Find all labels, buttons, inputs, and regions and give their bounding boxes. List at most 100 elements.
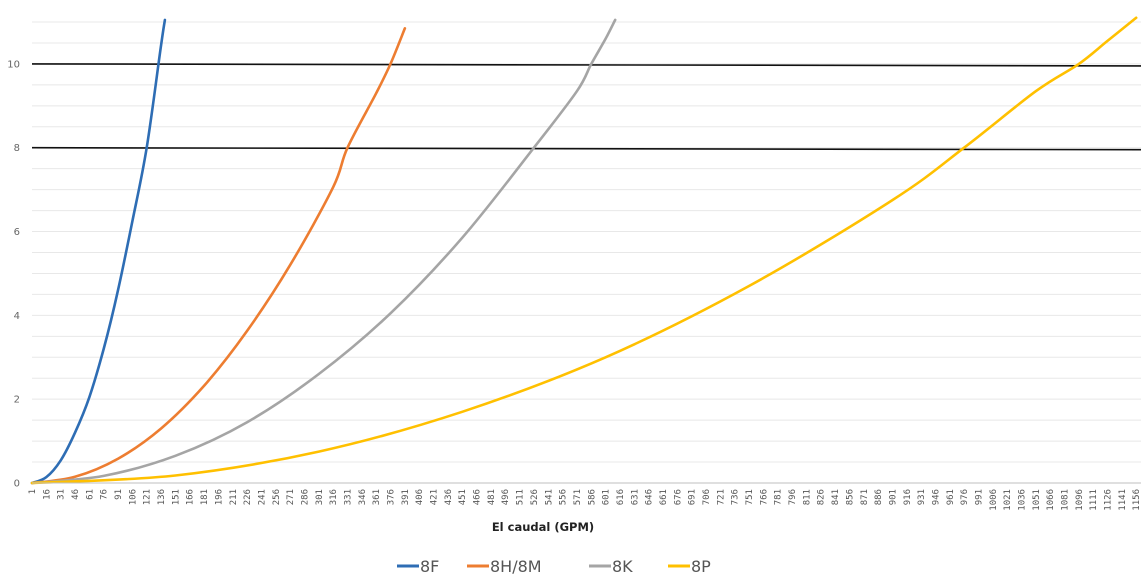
x-tick-label: 301 xyxy=(315,489,325,505)
x-tick-label: 1066 xyxy=(1046,489,1056,511)
x-tick-label: 1006 xyxy=(989,489,999,511)
y-tick-label: 6 xyxy=(14,227,20,238)
x-tick-label: 151 xyxy=(171,489,181,505)
x-tick-label: 601 xyxy=(602,489,612,505)
y-tick-label: 10 xyxy=(7,59,20,70)
x-tick-label: 646 xyxy=(645,489,655,505)
gridlines xyxy=(32,21,1141,463)
x-tick-label: 181 xyxy=(200,489,210,505)
x-tick-label: 121 xyxy=(143,489,153,505)
x-tick-label: 481 xyxy=(487,489,497,505)
x-tick-label: 571 xyxy=(573,489,583,505)
reference-line xyxy=(31,63,1141,67)
x-tick-label: 901 xyxy=(888,489,898,505)
x-tick-label: 541 xyxy=(544,489,554,505)
x-tick-label: 31 xyxy=(57,489,67,500)
x-tick-label: 931 xyxy=(917,489,927,505)
x-tick-label: 961 xyxy=(946,489,956,505)
x-tick-label: 1081 xyxy=(1061,489,1071,511)
x-axis-label: El caudal (GPM) xyxy=(492,520,594,534)
x-tick-label: 691 xyxy=(688,489,698,505)
x-tick-label: 421 xyxy=(430,489,440,505)
x-tick-label: 76 xyxy=(100,489,110,500)
y-tick-labels: 0 2 4 6 8 10 xyxy=(7,59,20,489)
x-tick-label: 616 xyxy=(616,489,626,505)
x-tick-label: 781 xyxy=(774,489,784,505)
x-tick-label: 526 xyxy=(530,489,540,505)
x-tick-label: 226 xyxy=(243,489,253,505)
legend-label: 8K xyxy=(612,557,633,576)
x-tick-label: 361 xyxy=(372,489,382,505)
x-tick-label: 1051 xyxy=(1032,489,1042,511)
x-tick-label: 1126 xyxy=(1104,489,1114,511)
x-tick-label: 496 xyxy=(501,489,511,505)
x-tick-label: 721 xyxy=(716,489,726,505)
series-line xyxy=(30,18,167,485)
x-tick-label: 46 xyxy=(71,489,81,500)
x-tick-label: 841 xyxy=(831,489,841,505)
x-tick-label: 811 xyxy=(802,489,812,505)
x-tick-label: 241 xyxy=(257,489,267,505)
x-tick-label: 631 xyxy=(630,489,640,505)
x-tick-label: 166 xyxy=(186,489,196,505)
x-tick-label: 436 xyxy=(444,489,454,505)
x-tick-label: 406 xyxy=(415,489,425,505)
x-tick-label: 211 xyxy=(229,489,239,505)
x-tick-label: 106 xyxy=(128,489,138,505)
x-tick-label: 1111 xyxy=(1089,489,1099,511)
x-tick-label: 391 xyxy=(401,489,411,505)
x-tick-label: 316 xyxy=(329,489,339,505)
x-tick-label: 946 xyxy=(931,489,941,505)
x-tick-label: 376 xyxy=(387,489,397,505)
x-tick-label: 1 xyxy=(28,489,38,494)
reference-lines xyxy=(31,63,1141,151)
x-tick-label: 736 xyxy=(731,489,741,505)
legend-label: 8H/8M xyxy=(490,557,542,576)
x-tick-label: 991 xyxy=(974,489,984,505)
x-tick-label: 286 xyxy=(300,489,310,505)
x-tick-label: 466 xyxy=(473,489,483,505)
x-tick-label: 706 xyxy=(702,489,712,505)
legend: 8F 8H/8M 8K 8P xyxy=(397,557,711,576)
y-tick-label: 0 xyxy=(14,479,20,490)
x-tick-labels: 1 16 31 46 61 76 91 106 121 136 151 166 181 196 211 226… xyxy=(28,489,1141,511)
x-tick-label: 1156 xyxy=(1132,489,1141,511)
x-tick-label: 256 xyxy=(272,489,282,505)
y-tick-label: 4 xyxy=(14,311,20,322)
series-lines xyxy=(30,16,1138,485)
x-tick-label: 871 xyxy=(860,489,870,505)
series-line xyxy=(30,27,407,485)
x-tick-label: 556 xyxy=(559,489,569,505)
x-tick-label: 856 xyxy=(845,489,855,505)
series-line xyxy=(30,18,617,485)
x-tick-label: 1141 xyxy=(1118,489,1128,511)
series-line xyxy=(30,16,1138,485)
x-tick-label: 1096 xyxy=(1075,489,1085,511)
x-tick-label: 271 xyxy=(286,489,296,505)
x-tick-label: 136 xyxy=(157,489,167,505)
x-tick-label: 676 xyxy=(673,489,683,505)
x-tick-label: 766 xyxy=(759,489,769,505)
x-tick-label: 586 xyxy=(587,489,597,505)
x-tick-label: 511 xyxy=(516,489,526,505)
y-tick-label: 2 xyxy=(14,395,20,406)
legend-label: 8P xyxy=(691,557,711,576)
x-tick-label: 91 xyxy=(114,489,124,500)
x-tick-label: 976 xyxy=(960,489,970,505)
reference-line xyxy=(31,146,1141,151)
y-tick-label: 8 xyxy=(14,143,20,154)
x-tick-label: 331 xyxy=(343,489,353,505)
x-tick-label: 196 xyxy=(214,489,224,505)
x-tick-label: 1021 xyxy=(1003,489,1013,511)
x-tick-label: 916 xyxy=(903,489,913,505)
x-tick-label: 1036 xyxy=(1017,489,1027,511)
x-tick-label: 826 xyxy=(817,489,827,505)
x-tick-label: 451 xyxy=(458,489,468,505)
x-tick-label: 16 xyxy=(42,489,52,500)
x-tick-label: 751 xyxy=(745,489,755,505)
x-tick-label: 346 xyxy=(358,489,368,505)
x-tick-label: 886 xyxy=(874,489,884,505)
x-tick-label: 661 xyxy=(659,489,669,505)
x-tick-label: 796 xyxy=(788,489,798,505)
